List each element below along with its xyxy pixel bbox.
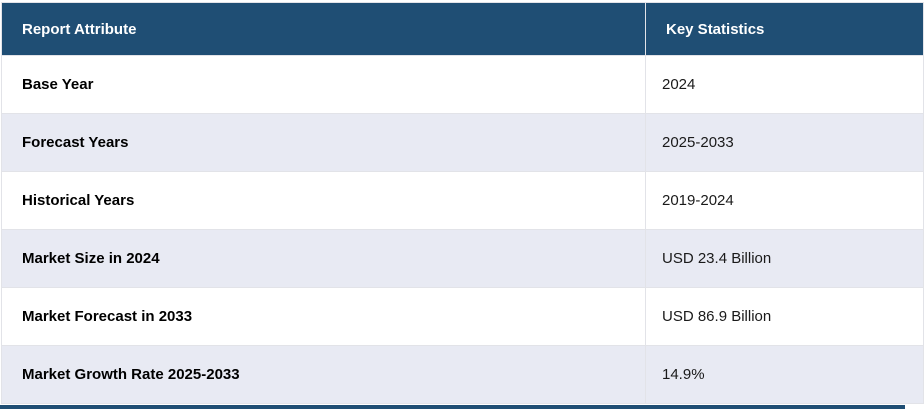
table-header: Report Attribute Key Statistics: [1, 2, 924, 56]
statistic-cell: 2025-2033: [645, 113, 924, 172]
attribute-cell: Forecast Years: [1, 113, 646, 172]
table-body: Base Year 2024 Forecast Years 2025-2033 …: [1, 55, 924, 404]
table-row: Market Size in 2024 USD 23.4 Billion: [1, 229, 924, 288]
table-row: Base Year 2024: [1, 55, 924, 114]
table-row: Market Growth Rate 2025-2033 14.9%: [1, 345, 924, 404]
statistic-cell: 14.9%: [645, 345, 924, 404]
table-row: Market Forecast in 2033 USD 86.9 Billion: [1, 287, 924, 346]
next-table-top-edge: [0, 405, 905, 409]
statistic-cell: USD 86.9 Billion: [645, 287, 924, 346]
column-header-key-statistics: Key Statistics: [645, 2, 924, 56]
header-row: Report Attribute Key Statistics: [1, 2, 924, 56]
table-row: Historical Years 2019-2024: [1, 171, 924, 230]
statistic-cell: 2019-2024: [645, 171, 924, 230]
attribute-cell: Base Year: [1, 55, 646, 114]
column-header-report-attribute: Report Attribute: [1, 2, 646, 56]
report-attributes-table: Report Attribute Key Statistics Base Yea…: [1, 2, 924, 404]
attribute-cell: Historical Years: [1, 171, 646, 230]
statistic-cell: USD 23.4 Billion: [645, 229, 924, 288]
statistic-cell: 2024: [645, 55, 924, 114]
attribute-cell: Market Size in 2024: [1, 229, 646, 288]
attribute-cell: Market Growth Rate 2025-2033: [1, 345, 646, 404]
attribute-cell: Market Forecast in 2033: [1, 287, 646, 346]
table-row: Forecast Years 2025-2033: [1, 113, 924, 172]
